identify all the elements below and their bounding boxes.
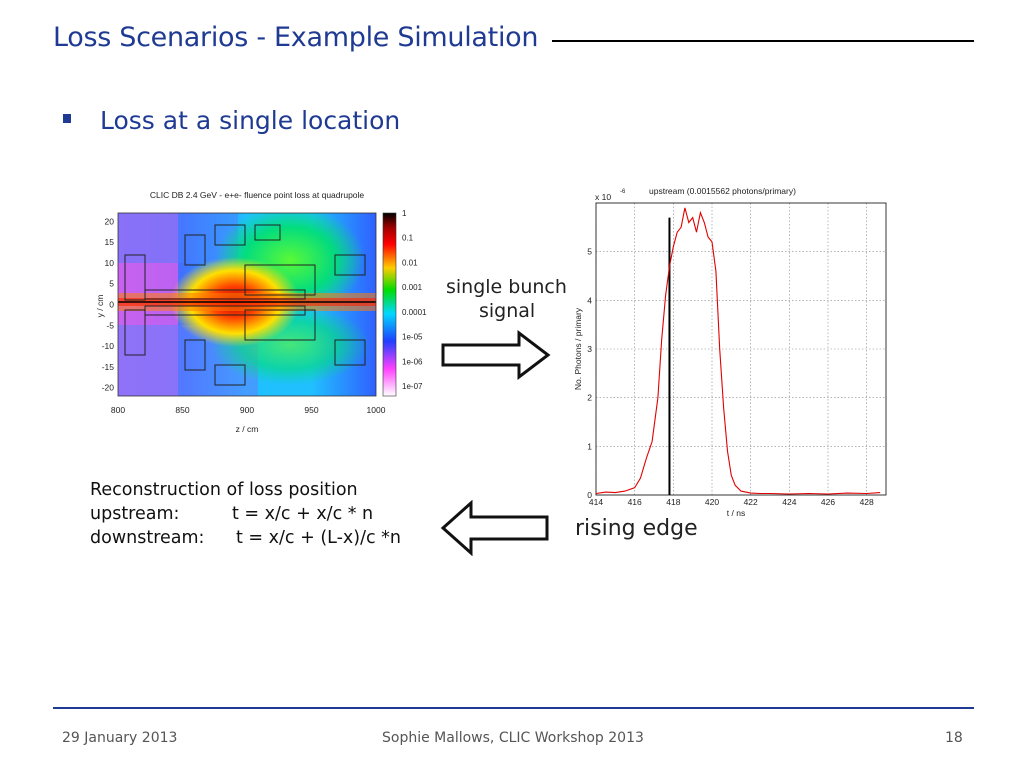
heatmap-y-tick: -15 [102, 362, 115, 372]
single-bunch-label: single bunch [446, 276, 567, 298]
rising-edge-label: rising edge [575, 516, 698, 541]
colorbar-tick: 0.001 [402, 283, 423, 292]
footer-title: Sophie Mallows, CLIC Workshop 2013 [382, 730, 644, 746]
signal-x-tick: 428 [860, 497, 874, 507]
signal-x-tick: 418 [666, 497, 680, 507]
signal-chart-figure: upstream (0.0015562 photons/primary) x 1… [568, 178, 893, 518]
heatmap-y-tick: 10 [105, 258, 115, 268]
signal-y-label: No. Photons / primary [573, 307, 583, 390]
footer-rule [53, 707, 974, 709]
heatmap-y-tick: 20 [105, 216, 115, 226]
signal-y-tick: 0 [587, 490, 592, 500]
downstream-label: downstream: [90, 528, 205, 548]
signal-x-tick: 422 [744, 497, 758, 507]
colorbar [382, 212, 397, 397]
signal-label: signal [479, 300, 536, 322]
signal-chart: upstream (0.0015562 photons/primary) x 1… [573, 186, 887, 518]
signal-y-exponent: -6 [620, 189, 626, 195]
signal-y-multiplier: x 10 [595, 192, 611, 202]
colorbar-tick: 1e-05 [402, 333, 423, 342]
colorbar-tick: 0.1 [402, 234, 414, 243]
fluence-heatmap-figure: CLIC DB 2.4 GeV - e+e- fluence point los… [85, 185, 430, 440]
arrow-left-outline-icon [440, 500, 549, 556]
signal-y-tick: 2 [587, 393, 592, 403]
bullet-text: Loss at a single location [100, 106, 401, 135]
page-number: 18 [945, 730, 963, 746]
heatmap-x-tick: 1000 [367, 405, 386, 415]
signal-y-tick: 3 [587, 344, 592, 354]
colorbar-tick: 1e-06 [402, 357, 423, 366]
downstream-equation: t = x/c + (L-x)/c *n [236, 528, 402, 548]
signal-y-tick: 5 [587, 247, 592, 257]
signal-y-tick: 1 [587, 441, 592, 451]
arrow-right-outline-icon [441, 330, 551, 380]
heatmap-y-tick: -10 [102, 341, 115, 351]
signal-x-tick: 424 [782, 497, 796, 507]
signal-x-tick: 420 [705, 497, 719, 507]
title-rule [552, 40, 974, 42]
reconstruction-heading: Reconstruction of loss position [90, 480, 358, 500]
signal-x-tick: 416 [628, 497, 642, 507]
fluence-heatmap: CLIC DB 2.4 GeV - e+e- fluence point los… [95, 190, 427, 434]
heatmap-x-tick: 850 [175, 405, 189, 415]
signal-x-tick: 414 [589, 497, 603, 507]
upstream-equation: t = x/c + x/c * n [232, 504, 374, 524]
slide-title: Loss Scenarios - Example Simulation [53, 22, 539, 53]
heatmap-field [118, 213, 376, 396]
signal-series-line [595, 207, 881, 495]
heatmap-x-tick: 950 [304, 405, 318, 415]
signal-x-tick: 426 [821, 497, 835, 507]
heatmap-x-tick: 900 [240, 405, 254, 415]
heatmap-y-tick: 15 [105, 237, 115, 247]
heatmap-y-tick: -20 [102, 383, 115, 393]
signal-x-label: t / ns [727, 508, 745, 518]
colorbar-tick: 0.01 [402, 258, 418, 267]
heatmap-y-label: y / cm [95, 295, 105, 318]
heatmap-y-tick: 5 [109, 279, 114, 289]
colorbar-tick: 1 [402, 209, 407, 218]
heatmap-x-label: z / cm [236, 424, 259, 434]
heatmap-y-tick: -5 [106, 320, 114, 330]
upstream-label: upstream: [90, 504, 180, 524]
signal-y-tick: 4 [587, 295, 592, 305]
colorbar-tick: 1e-07 [402, 382, 423, 391]
colorbar-tick: 0.0001 [402, 308, 427, 317]
bullet-square-icon [63, 114, 71, 123]
heatmap-x-tick: 800 [111, 405, 125, 415]
signal-chart-title: upstream (0.0015562 photons/primary) [649, 186, 796, 196]
heatmap-y-tick: 0 [109, 300, 114, 310]
footer-date: 29 January 2013 [62, 730, 178, 746]
heatmap-title: CLIC DB 2.4 GeV - e+e- fluence point los… [150, 190, 365, 200]
